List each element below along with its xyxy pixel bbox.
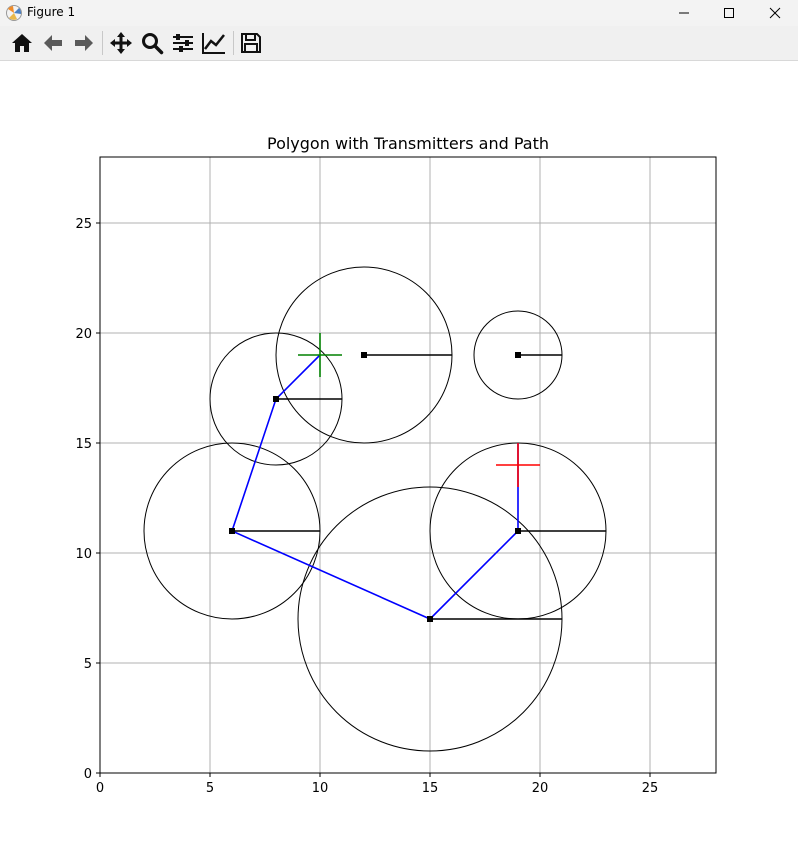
axes-edit-button[interactable] <box>201 30 227 56</box>
forward-arrow-icon <box>75 35 93 51</box>
x-tick-label: 10 <box>312 781 329 796</box>
coverage-circles <box>143 266 607 752</box>
transmitter-markers <box>229 352 521 622</box>
y-tick-label: 20 <box>75 327 92 342</box>
grid-lines <box>99 157 716 774</box>
subplots-icon <box>173 34 193 52</box>
toolbar-separator <box>102 31 103 55</box>
figure-canvas: Polygon with Transmitters and Path 0 5 10 1… <box>75 134 717 796</box>
path-line <box>231 354 519 620</box>
minimize-button[interactable] <box>661 0 707 26</box>
zoom-button[interactable] <box>139 30 165 56</box>
subplots-button[interactable] <box>170 30 196 56</box>
axes-frame <box>99 156 717 774</box>
x-tick-label: 5 <box>206 781 214 796</box>
matplotlib-app-icon <box>6 5 22 21</box>
chart-title: Polygon with Transmitters and Path <box>267 134 549 153</box>
maximize-button[interactable] <box>706 0 752 26</box>
home-button[interactable] <box>9 30 35 56</box>
transmitter-marker <box>229 528 235 534</box>
axes-edit-icon <box>202 33 225 54</box>
transmitter-marker <box>515 528 521 534</box>
forward-button[interactable] <box>71 30 97 56</box>
back-button[interactable] <box>40 30 66 56</box>
start-marker <box>298 333 342 377</box>
minimize-icon <box>679 12 689 14</box>
save-button[interactable] <box>238 30 264 56</box>
start-end-markers <box>298 333 540 487</box>
transmitter-marker <box>515 352 521 358</box>
x-tick-label: 0 <box>96 781 104 796</box>
pan-icon <box>110 32 132 54</box>
home-icon <box>12 34 32 52</box>
toolbar-separator <box>233 31 234 55</box>
x-tick-label: 20 <box>532 781 549 796</box>
transmitter-marker <box>361 352 367 358</box>
x-tick-label: 25 <box>642 781 659 796</box>
x-tick-label: 15 <box>422 781 439 796</box>
back-arrow-icon <box>44 35 62 51</box>
window-title: Figure 1 <box>27 5 76 19</box>
maximize-icon <box>724 8 734 18</box>
navigation-toolbar <box>0 26 798 61</box>
transmitter-marker <box>273 396 279 402</box>
window-titlebar: Figure 1 <box>0 0 798 26</box>
pan-button[interactable] <box>108 30 134 56</box>
close-icon <box>769 7 781 19</box>
radius-lines <box>232 354 606 620</box>
y-tick-label: 25 <box>75 217 92 232</box>
zoom-icon <box>142 33 164 55</box>
end-marker <box>496 443 540 487</box>
y-tick-label: 0 <box>84 767 92 782</box>
transmitter-marker <box>427 616 433 622</box>
close-button[interactable] <box>752 0 798 26</box>
y-tick-label: 5 <box>84 657 92 672</box>
y-tick-label: 10 <box>75 547 92 562</box>
save-icon <box>241 33 261 53</box>
y-tick-label: 15 <box>75 437 92 452</box>
axis-ticks: 0 5 10 15 20 25 0 5 10 15 20 25 <box>75 217 658 796</box>
path-group <box>231 354 519 620</box>
